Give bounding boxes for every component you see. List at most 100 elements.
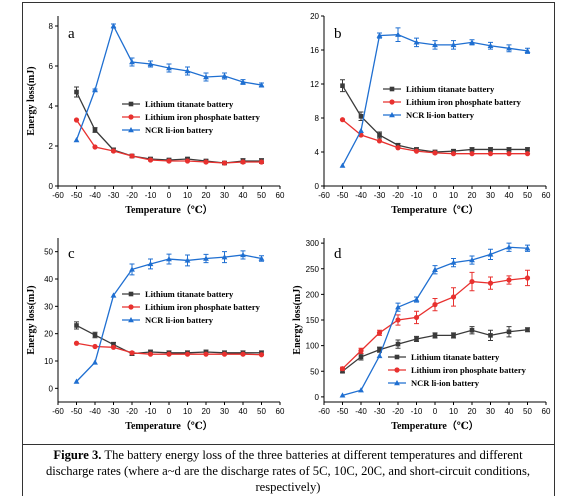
series-line xyxy=(75,24,262,141)
x-tick-label: -30 xyxy=(108,191,120,200)
data-point xyxy=(450,41,457,48)
data-point xyxy=(166,65,172,71)
chart-svg-a: -60 -50 -40 -30 -20 -10 0 10 20 30 40 50 60 0 2 4 6 8 Temp… xyxy=(26,16,285,216)
x-tick-label: -30 xyxy=(374,407,386,416)
data-point xyxy=(525,147,530,152)
data-point xyxy=(258,352,265,358)
y-tick-label: 50 xyxy=(310,367,319,376)
data-point xyxy=(166,351,172,357)
legend-marker xyxy=(128,291,134,297)
x-tick-label: 60 xyxy=(542,407,551,416)
x-tick-label: -60 xyxy=(52,191,64,200)
x-tick-label: 50 xyxy=(257,407,266,416)
data-point xyxy=(203,351,209,357)
data-point xyxy=(524,47,531,54)
data-point xyxy=(376,330,383,336)
y-tick-label: 0 xyxy=(315,393,320,402)
caption-label: Figure 3. xyxy=(53,448,102,462)
y-tick-label: 150 xyxy=(306,316,320,325)
x-tick-label: 30 xyxy=(220,191,229,200)
data-point xyxy=(339,117,346,123)
x-tick-label: -10 xyxy=(145,407,157,416)
data-point xyxy=(166,158,172,164)
y-tick-label: 300 xyxy=(306,239,320,248)
data-point xyxy=(487,42,494,48)
y-tick-label: 6 xyxy=(49,62,54,71)
x-tick-label: 10 xyxy=(449,407,458,416)
x-tick-label: -20 xyxy=(126,191,138,200)
legend-label: Lithium iron phosphate battery xyxy=(406,97,522,107)
data-point xyxy=(450,151,457,157)
x-tick-label: 20 xyxy=(202,191,211,200)
x-tick-label: 60 xyxy=(276,191,285,200)
x-tick-label: -50 xyxy=(71,191,83,200)
series-circle xyxy=(73,340,265,358)
x-tick-label: -50 xyxy=(337,191,349,200)
x-tick-label: 30 xyxy=(486,191,495,200)
legend-label: NCR li-ion battery xyxy=(406,110,475,120)
y-tick-label: 0 xyxy=(315,182,320,191)
legend-marker xyxy=(128,304,134,310)
data-point xyxy=(110,23,117,29)
data-point xyxy=(184,68,191,74)
data-point xyxy=(524,245,531,251)
series-circle xyxy=(73,117,265,166)
chart-panel-c: -60 -50 -40 -30 -20 -10 0 10 20 30 40 50 60 0 10 20 30 40… xyxy=(22,228,292,442)
data-point xyxy=(184,351,191,357)
legend-label: Lithium iron phosphate battery xyxy=(145,112,261,122)
x-tick-label: 60 xyxy=(276,407,285,416)
data-point xyxy=(129,266,135,272)
data-point xyxy=(184,158,191,164)
data-point xyxy=(432,150,438,156)
data-point xyxy=(258,255,265,261)
y-axis-title: Energy loss(mJ) xyxy=(26,285,37,354)
data-point xyxy=(203,74,209,80)
x-tick-label: 50 xyxy=(523,191,532,200)
data-point xyxy=(358,348,364,354)
data-point xyxy=(203,255,209,261)
x-tick-label: -20 xyxy=(392,407,404,416)
x-tick-label: 40 xyxy=(239,407,248,416)
y-tick-label: 20 xyxy=(44,330,53,339)
x-tick-label: -10 xyxy=(411,407,423,416)
data-point xyxy=(450,259,457,265)
data-point xyxy=(73,378,80,384)
data-point xyxy=(339,162,346,168)
data-point xyxy=(129,153,135,159)
data-point xyxy=(240,79,246,85)
x-tick-label: -60 xyxy=(318,191,330,200)
x-tick-label: 10 xyxy=(449,191,458,200)
legend-label: Lithium iron phosphate battery xyxy=(145,302,261,312)
data-point xyxy=(147,157,154,163)
legend-marker xyxy=(389,99,395,105)
y-tick-label: 250 xyxy=(306,265,320,274)
data-point xyxy=(413,39,420,45)
legend-label: Lithium titanate battery xyxy=(145,289,234,299)
chart-panel-d: -60 -50 -40 -30 -20 -10 0 10 20 30 40 50 60 0 50 100 150… xyxy=(290,228,560,442)
data-point xyxy=(240,351,246,357)
legend-label: Lithium iron phosphate battery xyxy=(411,365,527,375)
data-point xyxy=(432,333,438,338)
figure-caption: Figure 3. The battery energy loss of the… xyxy=(28,447,548,495)
y-tick-label: 0 xyxy=(49,384,54,393)
data-point xyxy=(469,327,475,333)
x-tick-label: 0 xyxy=(167,191,172,200)
x-tick-label: 10 xyxy=(183,191,192,200)
y-tick-label: 100 xyxy=(306,342,320,351)
data-point xyxy=(203,159,209,165)
y-tick-label: 40 xyxy=(44,275,53,284)
series-triangle xyxy=(73,250,265,384)
x-tick-label: 40 xyxy=(505,407,514,416)
x-tick-label: 50 xyxy=(523,407,532,416)
data-point xyxy=(92,359,98,365)
panel-letter: b xyxy=(334,26,342,42)
x-tick-label: 40 xyxy=(505,191,514,200)
data-point xyxy=(506,147,512,152)
panel-letter: d xyxy=(334,246,342,262)
series-triangle xyxy=(339,27,531,168)
data-point xyxy=(340,83,345,88)
data-point xyxy=(110,292,117,298)
data-point xyxy=(451,333,456,338)
data-point xyxy=(110,344,117,350)
